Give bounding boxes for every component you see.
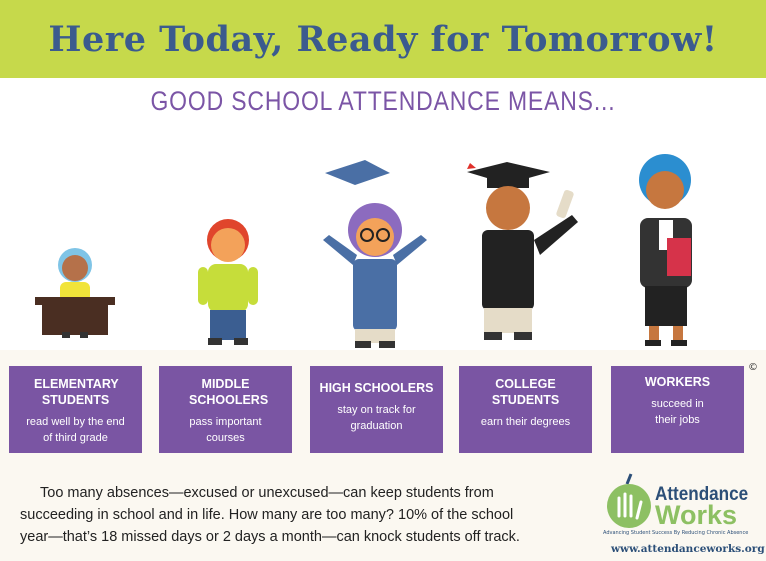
card-description: pass important courses bbox=[189, 416, 262, 444]
card-college-students: COLLEGE STUDENTS earn their degrees bbox=[459, 366, 592, 453]
paragraph-line: year—that’s 18 missed days or 2 days a m… bbox=[20, 529, 520, 545]
card-workers: WORKERS succeed in their jobs bbox=[611, 366, 744, 453]
title-banner: Here Today, Ready for Tomorrow! bbox=[0, 0, 766, 78]
paragraph-line: Too many absences—excused or unexcused—c… bbox=[40, 485, 494, 501]
card-description: read well by the end of third grade bbox=[26, 416, 125, 444]
page-title: Here Today, Ready for Tomorrow! bbox=[48, 18, 718, 60]
logo-line1: Attendance bbox=[655, 484, 749, 505]
attendance-works-logo: Attendance Works Advancing Student Succe… bbox=[603, 470, 753, 540]
subtitle: GOOD SCHOOL ATTENDANCE MEANS... bbox=[150, 86, 616, 116]
worker-illustration bbox=[639, 154, 692, 346]
card-elementary-students: ELEMENTARY STUDENTS read well by the end… bbox=[9, 366, 142, 453]
info-paragraph: Too many absences—excused or unexcused—c… bbox=[20, 482, 560, 548]
high-schooler-illustration bbox=[323, 160, 427, 348]
logo-line2: Works bbox=[655, 500, 738, 530]
elementary-student-illustration bbox=[35, 248, 115, 338]
paragraph-line: succeeding in school and in life. How ma… bbox=[20, 507, 514, 523]
card-heading: MIDDLE SCHOOLERS bbox=[189, 377, 269, 407]
apple-hand-icon bbox=[607, 473, 651, 528]
logo-tagline: Advancing Student Success By Reducing Ch… bbox=[603, 530, 749, 536]
middle-schooler-illustration bbox=[198, 219, 258, 345]
card-description: earn their degrees bbox=[480, 416, 571, 428]
card-description: stay on track for graduation bbox=[337, 404, 416, 432]
card-heading: ELEMENTARY STUDENTS bbox=[34, 377, 119, 407]
college-student-illustration bbox=[467, 162, 578, 340]
card-heading: HIGH SCHOOLERS bbox=[319, 381, 434, 395]
card-middle-schoolers: MIDDLE SCHOOLERS pass important courses bbox=[159, 366, 292, 453]
website-link[interactable]: www.attendanceworks.org bbox=[611, 543, 765, 555]
card-heading: COLLEGE STUDENTS bbox=[491, 377, 560, 407]
copyright-symbol: © bbox=[748, 362, 758, 373]
card-high-schoolers: HIGH SCHOOLERS stay on track for graduat… bbox=[310, 366, 443, 453]
card-heading: WORKERS bbox=[644, 375, 711, 389]
card-description: succeed in their jobs bbox=[651, 398, 704, 426]
